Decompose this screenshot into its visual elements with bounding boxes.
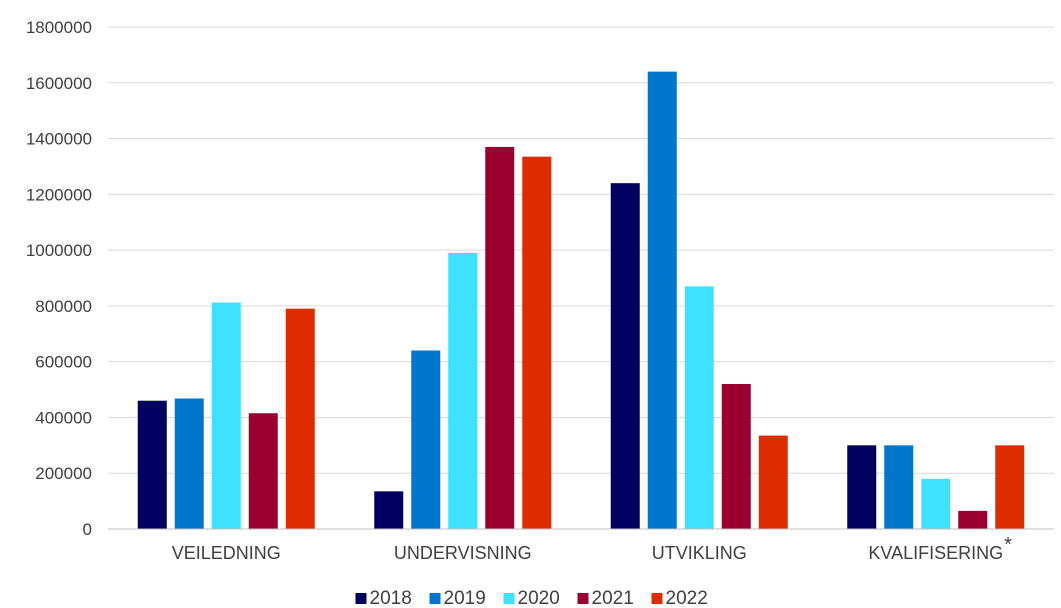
bar-2018-utvikling	[610, 183, 640, 529]
bar-2019-veiledning	[174, 398, 204, 529]
bar-2020-utvikling	[684, 286, 714, 529]
y-tick-label: 1200000	[26, 185, 92, 204]
y-tick-label: 1400000	[26, 130, 92, 149]
legend-swatch-2018	[355, 593, 367, 604]
bar-2020-kvalifisering	[921, 478, 951, 529]
legend-swatch-2022	[651, 593, 663, 604]
category-label: KVALIFISERING	[868, 543, 1003, 563]
y-tick-label: 1000000	[26, 241, 92, 260]
y-tick-label: 200000	[35, 464, 92, 483]
y-axis-ticks: 0 200000 400000 600000 800000 1000000 1200000 1…	[26, 18, 92, 539]
bar-2018-kvalifisering	[847, 445, 877, 529]
footnote-asterisk: *	[1004, 534, 1012, 556]
bar-2019-utvikling	[647, 71, 677, 529]
category-labels: VEILEDNING UNDERVISNING UTVIKLING KVALIFISE…	[172, 534, 1012, 563]
category-label: UTVIKLING	[652, 543, 747, 563]
y-tick-label: 1600000	[26, 74, 92, 93]
y-tick-label: 0	[83, 520, 92, 539]
category-label: UNDERVISNING	[394, 543, 532, 563]
bar-2021-veiledning	[248, 413, 278, 529]
bar-2022-utvikling	[758, 435, 788, 529]
bars	[137, 71, 1025, 529]
bar-2019-undervisning	[411, 350, 441, 529]
y-tick-label: 800000	[35, 297, 92, 316]
bar-2020-undervisning	[448, 252, 478, 529]
bar-2021-undervisning	[485, 146, 515, 529]
bar-2022-undervisning	[522, 156, 552, 529]
bar-2018-veiledning	[137, 400, 167, 529]
y-tick-label: 600000	[35, 353, 92, 372]
bar-2019-kvalifisering	[884, 445, 914, 529]
legend-label-2020: 2020	[518, 588, 560, 608]
bar-2018-undervisning	[374, 491, 404, 529]
legend-label-2021: 2021	[592, 588, 634, 608]
legend-swatch-2019	[429, 593, 441, 604]
legend-label-2018: 2018	[370, 588, 412, 608]
y-tick-label: 400000	[35, 408, 92, 427]
legend: 2018 2019 2020 2021 2022	[355, 588, 708, 608]
legend-label-2019: 2019	[444, 588, 486, 608]
bar-2022-veiledning	[285, 308, 315, 529]
y-tick-label: 1800000	[26, 18, 92, 37]
category-label: VEILEDNING	[172, 543, 281, 563]
legend-label-2022: 2022	[666, 588, 708, 608]
bar-2020-veiledning	[211, 302, 241, 529]
bar-2021-kvalifisering	[958, 510, 988, 529]
bar-2021-utvikling	[721, 383, 751, 529]
bar-2022-kvalifisering	[995, 445, 1025, 529]
legend-swatch-2021	[577, 593, 589, 604]
legend-swatch-2020	[503, 593, 515, 604]
